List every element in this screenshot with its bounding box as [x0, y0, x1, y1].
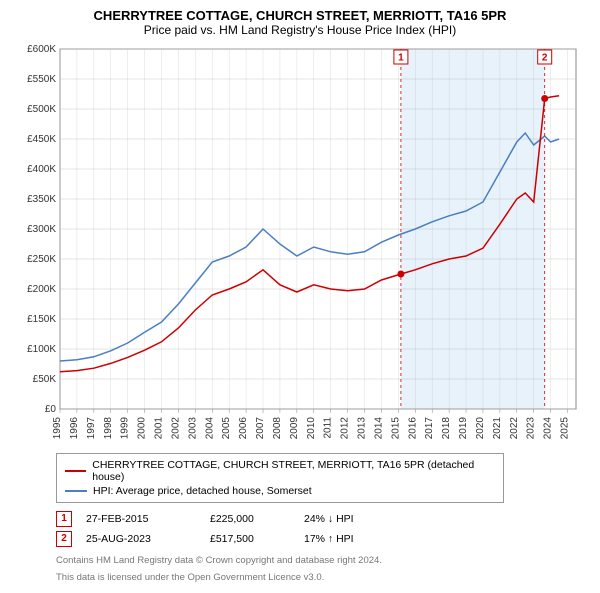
svg-text:2011: 2011 [323, 417, 334, 439]
svg-text:£200K: £200K [27, 284, 56, 295]
svg-text:2022: 2022 [509, 417, 520, 440]
sales-table: 1 27-FEB-2015 £225,000 24% ↓ HPI 2 25-AUG-202… [56, 509, 588, 549]
sale-price: £517,500 [210, 533, 290, 545]
svg-text:2019: 2019 [458, 417, 469, 440]
svg-text:1995: 1995 [52, 417, 63, 440]
svg-text:2020: 2020 [475, 417, 486, 440]
svg-text:£400K: £400K [27, 164, 56, 175]
svg-text:2017: 2017 [424, 417, 435, 440]
sale-date: 27-FEB-2015 [86, 513, 196, 525]
legend-label: CHERRYTREE COTTAGE, CHURCH STREET, MERRI… [92, 459, 495, 483]
sale-date: 25-AUG-2023 [86, 533, 196, 545]
footer-line-1: Contains HM Land Registry data © Crown c… [56, 555, 588, 566]
footer-line-2: This data is licensed under the Open Gov… [56, 572, 588, 583]
svg-text:2015: 2015 [390, 417, 401, 440]
svg-text:2005: 2005 [221, 417, 232, 440]
svg-text:1996: 1996 [69, 417, 80, 440]
legend-label: HPI: Average price, detached house, Some… [93, 485, 312, 497]
svg-text:2014: 2014 [373, 417, 384, 440]
svg-text:£550K: £550K [27, 74, 56, 85]
svg-text:£100K: £100K [27, 344, 56, 355]
svg-text:1997: 1997 [86, 417, 97, 440]
svg-text:2021: 2021 [492, 417, 503, 440]
svg-text:£150K: £150K [27, 314, 56, 325]
legend-swatch [65, 470, 86, 472]
svg-text:2018: 2018 [441, 417, 452, 440]
legend-item: HPI: Average price, detached house, Some… [65, 484, 495, 498]
svg-text:2024: 2024 [543, 417, 554, 440]
legend-swatch [65, 490, 87, 492]
svg-text:2016: 2016 [407, 417, 418, 440]
svg-text:£250K: £250K [27, 254, 56, 265]
svg-text:2010: 2010 [306, 417, 317, 440]
svg-text:1998: 1998 [103, 417, 114, 440]
svg-text:£350K: £350K [27, 194, 56, 205]
svg-text:2004: 2004 [204, 417, 215, 440]
chart-subtitle: Price paid vs. HM Land Registry's House … [12, 23, 588, 37]
svg-text:1999: 1999 [120, 417, 131, 440]
svg-text:1: 1 [398, 53, 404, 64]
sale-row: 2 25-AUG-2023 £517,500 17% ↑ HPI [56, 529, 588, 549]
svg-text:2009: 2009 [289, 417, 300, 440]
svg-text:2002: 2002 [170, 417, 181, 440]
sale-price: £225,000 [210, 513, 290, 525]
sale-marker: 1 [56, 511, 72, 527]
svg-text:2008: 2008 [272, 417, 283, 440]
sale-hpi-diff: 24% ↓ HPI [304, 513, 404, 525]
sale-hpi-diff: 17% ↑ HPI [304, 533, 404, 545]
svg-text:2000: 2000 [137, 417, 148, 440]
svg-text:£50K: £50K [33, 374, 57, 385]
svg-text:2023: 2023 [526, 417, 537, 440]
svg-text:2007: 2007 [255, 417, 266, 440]
svg-text:£600K: £600K [27, 44, 56, 55]
svg-text:2013: 2013 [357, 417, 368, 440]
legend: CHERRYTREE COTTAGE, CHURCH STREET, MERRI… [56, 453, 504, 503]
svg-text:£0: £0 [45, 404, 57, 415]
svg-text:2001: 2001 [154, 417, 165, 440]
price-chart: £0 £50K £100K £150K £200K £250K £300K £350K £400… [12, 43, 588, 443]
svg-text:£300K: £300K [27, 224, 56, 235]
svg-text:£450K: £450K [27, 134, 56, 145]
svg-text:2012: 2012 [340, 417, 351, 440]
chart-title: CHERRYTREE COTTAGE, CHURCH STREET, MERRI… [12, 8, 588, 23]
svg-text:2006: 2006 [238, 417, 249, 440]
svg-text:£500K: £500K [27, 104, 56, 115]
svg-text:2: 2 [542, 53, 548, 64]
legend-item: CHERRYTREE COTTAGE, CHURCH STREET, MERRI… [65, 458, 495, 484]
svg-text:2003: 2003 [187, 417, 198, 440]
svg-text:2025: 2025 [560, 417, 571, 440]
sale-marker: 2 [56, 531, 72, 547]
sale-row: 1 27-FEB-2015 £225,000 24% ↓ HPI [56, 509, 588, 529]
